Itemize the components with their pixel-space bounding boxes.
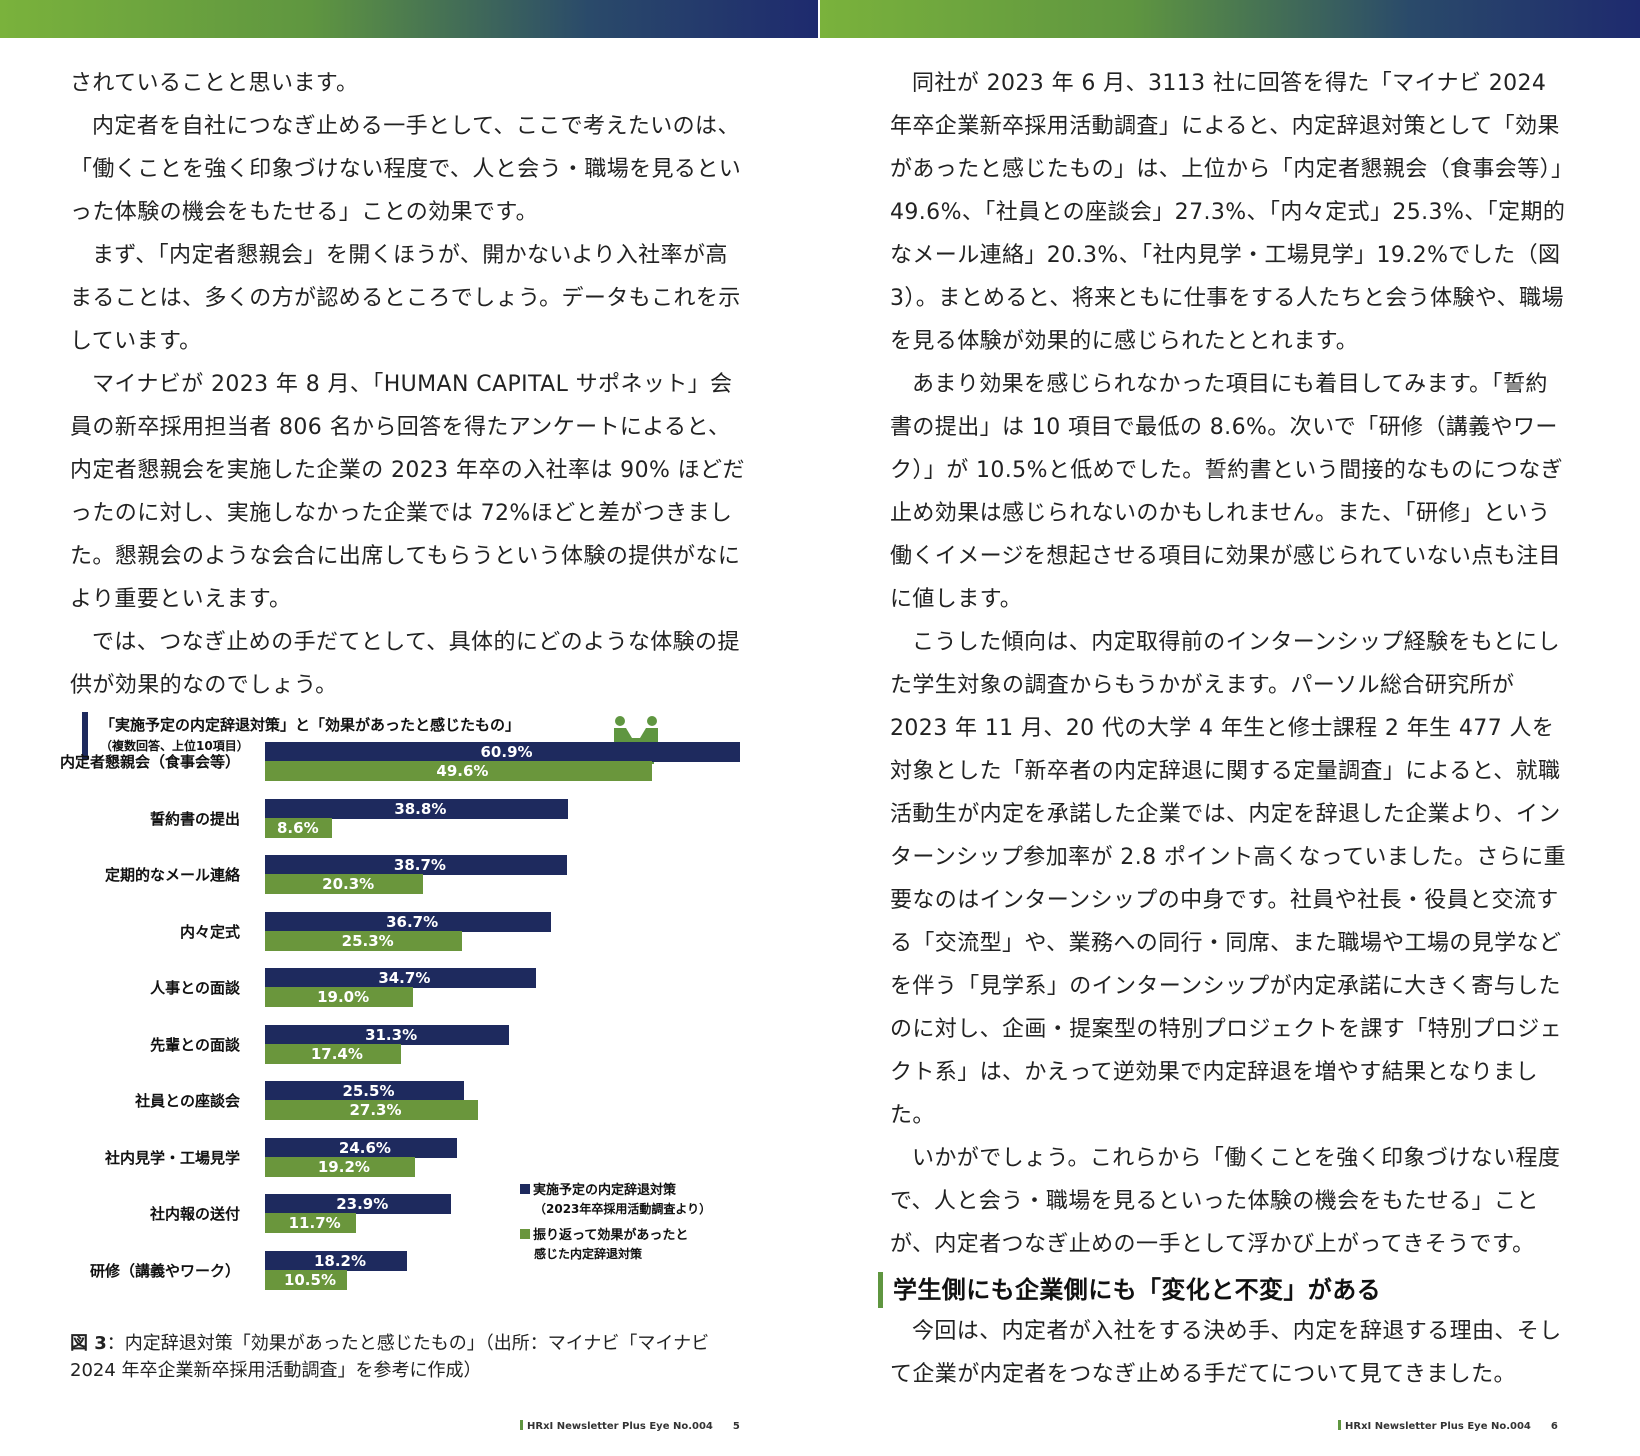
bar-effective: [265, 761, 652, 781]
bar-effective: [265, 1269, 347, 1290]
legend-label: 振り返って効果があったと: [533, 1228, 689, 1243]
legend-series-1: 実施予定の内定辞退対策 （2023年卒採用活動調査より）: [520, 1182, 711, 1218]
category-label: 内定者懇親会（食事会等）: [59, 753, 240, 771]
bar-effective: [265, 817, 333, 838]
paragraph: では、つなぎ止めの手だてとして、具体的にどのような体験の提供が効果的なのでしょう…: [70, 630, 740, 698]
chart-subtitle: （複数回答、上位10項目）: [100, 739, 249, 753]
left-text-column: されていることと思います。 内定者を自社につなぎ止める一手として、ここで考えたい…: [70, 62, 750, 707]
bar-effective: [265, 1213, 357, 1233]
top-color-bar-right: [820, 0, 1640, 38]
bar-value-label: 17.4%: [310, 1044, 363, 1063]
bar-effective: [265, 1156, 415, 1177]
bar-value-label: 49.6%: [436, 762, 489, 780]
category-label: 社内見学・工場見学: [104, 1148, 240, 1167]
bar-value-label: 23.9%: [336, 1195, 389, 1213]
top-color-bar-left: [0, 0, 818, 38]
paragraph: マイナビが 2023 年 8 月、「HUMAN CAPITAL サポネット」会員…: [70, 372, 745, 612]
paragraph: 同社が 2023 年 6 月、3113 社に回答を得た「マイナビ 2024 年卒…: [890, 71, 1566, 354]
category-label: 誓約書の提出: [149, 809, 240, 828]
category-label: 先輩との面談: [150, 1035, 240, 1054]
bar-planned: [265, 742, 740, 762]
bar-value-label: 8.6%: [277, 818, 319, 837]
footer-mark: [1338, 1420, 1341, 1430]
bar-value-label: 36.7%: [386, 912, 439, 931]
caption-text: ：内定辞退対策「効果があったと感じたもの」（出所：マイナビ「マイナビ 2024 …: [70, 1333, 710, 1381]
bar-value-label: 11.7%: [288, 1214, 341, 1232]
bar-planned: [265, 968, 536, 988]
bar-value-label: 24.6%: [338, 1138, 391, 1157]
bar-effective: [265, 987, 414, 1007]
bar-planned: [265, 1137, 457, 1158]
legend-label-continued: 感じた内定辞退対策: [534, 1247, 643, 1261]
footer-left: HRxI Newsletter Plus Eye No.004 5: [520, 1420, 740, 1432]
bar-value-label: 31.3%: [365, 1025, 418, 1044]
footer-mark: [520, 1420, 523, 1430]
bar-value-label: 38.8%: [394, 799, 447, 818]
legend-label: 実施予定の内定辞退対策: [533, 1183, 677, 1198]
bar-planned: [265, 798, 568, 819]
section-heading: 学生側にも企業側にも「変化と不変」がある: [878, 1272, 1570, 1308]
paragraph: こうした傾向は、内定取得前のインターンシップ経験をもとにした学生対象の調査からも…: [890, 630, 1566, 1128]
paragraph: いかがでしょう。これらから「働くことを強く印象づけない程度で、人と会う・職場を見…: [890, 1146, 1561, 1257]
bar-effective: [265, 1100, 478, 1120]
page-number: 6: [1550, 1421, 1558, 1432]
bar-planned: [265, 1024, 510, 1045]
bar-planned: [265, 911, 552, 932]
bar-value-label: 19.0%: [317, 988, 370, 1006]
figure-caption: 図 3：内定辞退対策「効果があったと感じたもの」（出所：マイナビ「マイナビ 20…: [70, 1330, 760, 1384]
bar-effective: [265, 930, 463, 951]
category-label: 定期的なメール連絡: [104, 866, 240, 884]
chart-title: 「実施予定の内定辞退対策」と「効果があったと感じたもの」: [100, 716, 521, 734]
page-number: 5: [732, 1421, 740, 1432]
category-label: 人事との面談: [150, 979, 240, 997]
legend-swatch-green: [520, 1229, 530, 1239]
category-label: 内々定式: [179, 922, 240, 941]
caption-label: 図 3: [70, 1333, 107, 1354]
bar-value-label: 27.3%: [349, 1101, 402, 1119]
paragraph: 内定者を自社につなぎ止める一手として、ここで考えたいのは、「働くことを強く印象づ…: [70, 114, 742, 225]
paragraph: されていることと思います。: [70, 71, 359, 96]
bar-value-label: 10.5%: [283, 1270, 336, 1289]
category-label: 研修（講義やワーク）: [89, 1261, 240, 1280]
category-label: 社内報の送付: [149, 1205, 240, 1223]
bar-planned: [265, 1194, 452, 1214]
bar-value-label: 20.3%: [322, 875, 375, 893]
bar-value-label: 34.7%: [378, 969, 431, 987]
bar-value-label: 19.2%: [317, 1157, 370, 1176]
paragraph: まず、「内定者懇親会」を開くほうが、開かないより入社率が高まることは、多くの方が…: [70, 243, 741, 354]
category-label: 社員との座談会: [135, 1092, 240, 1110]
footer-brand: HRxI Newsletter Plus Eye No.004: [1345, 1421, 1531, 1432]
chart-title-accent: [82, 712, 88, 760]
legend-swatch-navy: [520, 1184, 530, 1194]
figure-3-chart: 「実施予定の内定辞退対策」と「効果があったと感じたもの」 （複数回答、上位10項…: [60, 712, 760, 1332]
bar-effective: [265, 874, 424, 894]
legend-note: （2023年卒採用活動調査より）: [534, 1202, 712, 1216]
bar-value-label: 25.3%: [341, 931, 394, 950]
right-text-column: 同社が 2023 年 6 月、3113 社に回答を得た「マイナビ 2024 年卒…: [878, 62, 1570, 1396]
bar-effective: [265, 1043, 401, 1064]
bar-value-label: 60.9%: [480, 743, 533, 761]
footer-right: HRxI Newsletter Plus Eye No.004 6: [1338, 1420, 1558, 1432]
bar-planned: [265, 1250, 407, 1271]
bar-planned: [265, 855, 567, 875]
paragraph: 今回は、内定者が入社をする決め手、内定を辞退する理由、そして企業が内定者をつなぎ…: [890, 1319, 1562, 1387]
footer-brand: HRxI Newsletter Plus Eye No.004: [527, 1421, 713, 1432]
bar-value-label: 25.5%: [342, 1082, 395, 1100]
bar-planned: [265, 1081, 464, 1101]
paragraph: あまり効果を感じられなかった項目にも着目してみます。「誓約書の提出」は 10 項…: [890, 372, 1564, 612]
bar-value-label: 38.7%: [393, 856, 446, 874]
legend-series-2: 振り返って効果があったと 感じた内定辞退対策: [520, 1227, 688, 1263]
bar-value-label: 18.2%: [313, 1251, 367, 1270]
